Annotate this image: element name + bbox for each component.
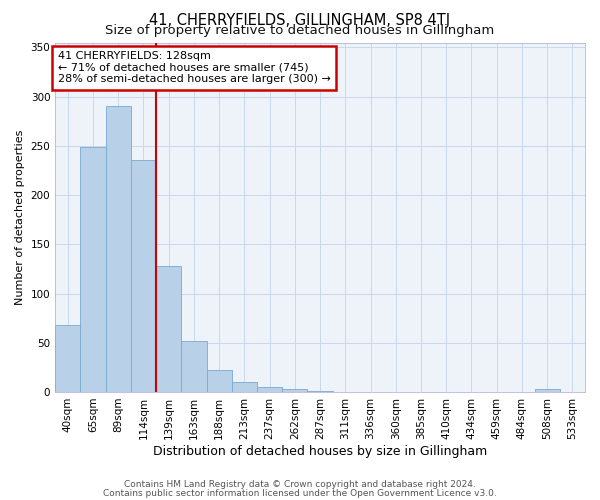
Bar [257,387,282,392]
Text: 41 CHERRYFIELDS: 128sqm
← 71% of detached houses are smaller (745)
28% of semi-d: 41 CHERRYFIELDS: 128sqm ← 71% of detache… [58,51,331,84]
Bar [232,382,257,392]
Bar [80,147,106,392]
Text: Contains public sector information licensed under the Open Government Licence v3: Contains public sector information licen… [103,488,497,498]
Text: Contains HM Land Registry data © Crown copyright and database right 2024.: Contains HM Land Registry data © Crown c… [124,480,476,489]
Bar [156,266,181,392]
Bar [307,391,332,392]
Bar [206,370,232,392]
Bar [535,389,560,392]
Y-axis label: Number of detached properties: Number of detached properties [15,130,25,305]
X-axis label: Distribution of detached houses by size in Gillingham: Distribution of detached houses by size … [153,444,487,458]
Bar [106,106,131,392]
Bar [282,389,307,392]
Text: 41, CHERRYFIELDS, GILLINGHAM, SP8 4TJ: 41, CHERRYFIELDS, GILLINGHAM, SP8 4TJ [149,12,451,28]
Text: Size of property relative to detached houses in Gillingham: Size of property relative to detached ho… [106,24,494,37]
Bar [181,341,206,392]
Bar [131,160,156,392]
Bar [55,325,80,392]
